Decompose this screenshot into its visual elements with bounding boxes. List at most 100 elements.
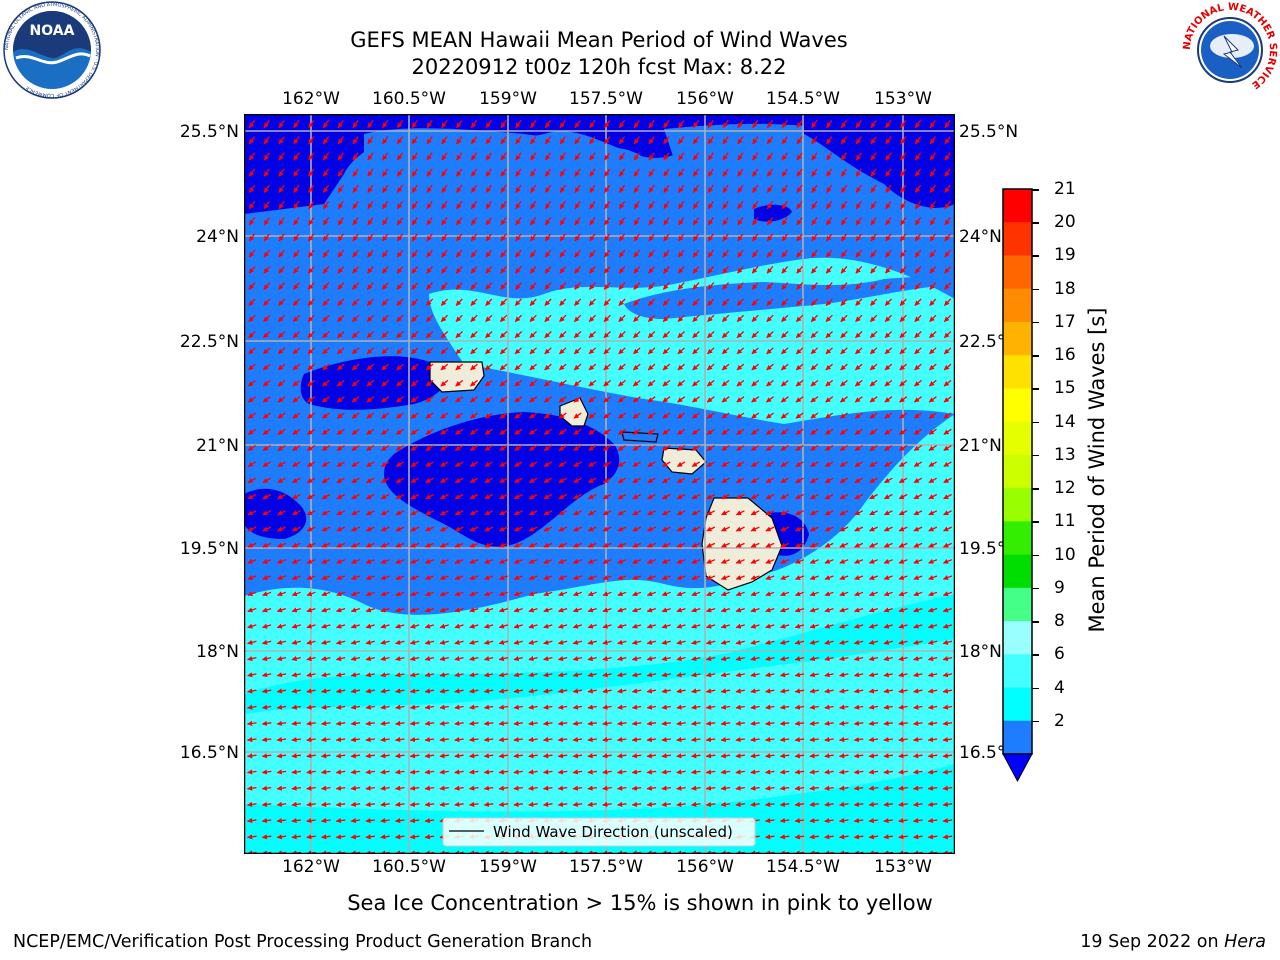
wave-direction-arrow [382, 217, 389, 226]
wave-direction-arrow [456, 184, 463, 193]
wave-direction-arrow [751, 233, 759, 242]
wave-direction-arrow [500, 152, 507, 161]
wave-direction-arrow [352, 233, 359, 242]
wave-direction-arrow [737, 119, 744, 129]
wave-direction-arrow [678, 168, 685, 177]
lon-tick-label: 153°W [874, 857, 932, 877]
wave-direction-arrow [530, 168, 537, 177]
wave-direction-arrow [559, 152, 566, 161]
wave-direction-arrow [544, 168, 552, 177]
wave-direction-arrow [766, 298, 774, 306]
wave-direction-arrow [278, 152, 285, 161]
wave-direction-arrow [574, 119, 581, 129]
wave-direction-arrow [618, 119, 626, 129]
wave-direction-arrow [707, 184, 714, 193]
wave-direction-arrow [766, 200, 774, 210]
wave-direction-arrow [692, 249, 700, 258]
wave-direction-arrow [914, 265, 922, 274]
chart-subtitle: 20220912 t00z 120h fcst Max: 8.22 [411, 55, 787, 79]
wave-direction-arrow [485, 152, 492, 161]
colorbar-segment [1003, 687, 1032, 722]
wave-direction-arrow [944, 152, 951, 161]
wave-direction-arrow [589, 249, 596, 258]
lon-tick-label: 157.5°W [569, 857, 643, 877]
wave-direction-arrow [559, 168, 566, 177]
wave-direction-arrow [707, 136, 714, 145]
wave-direction-arrow [411, 168, 418, 177]
wave-direction-arrow [826, 119, 833, 129]
wave-direction-arrow [352, 119, 359, 129]
lat-tick-label: 19.5°N [179, 539, 239, 559]
wave-direction-arrow [485, 168, 492, 177]
wave-direction-arrow [663, 249, 670, 258]
wave-direction-arrow [396, 282, 404, 290]
wave-direction-arrow [293, 249, 300, 258]
wave-direction-arrow [618, 282, 626, 290]
wave-direction-arrow [825, 298, 833, 306]
wave-direction-arrow [722, 282, 730, 290]
wave-direction-arrow [530, 184, 537, 193]
wave-direction-arrow [278, 249, 285, 258]
colorbar-tick-label: 18 [1054, 278, 1076, 299]
wave-direction-arrow [530, 217, 537, 226]
wave-direction-arrow [515, 119, 522, 129]
wave-direction-arrow [426, 152, 433, 161]
wave-direction-arrow [840, 282, 848, 290]
lon-tick-label: 156°W [676, 857, 734, 877]
wave-direction-arrow [900, 184, 907, 193]
wave-direction-arrow [589, 233, 596, 242]
colorbar-segment [1003, 621, 1032, 655]
wave-direction-arrow [559, 265, 567, 274]
lat-tick-label: 25.5°N [179, 122, 239, 142]
wave-direction-arrow [544, 265, 552, 274]
wave-direction-arrow [455, 298, 463, 306]
wave-direction-arrow [352, 184, 359, 193]
wave-direction-arrow [825, 282, 833, 290]
wave-direction-arrow [811, 184, 818, 193]
wave-direction-arrow [456, 200, 463, 210]
wave-direction-arrow [722, 217, 729, 226]
wave-direction-arrow [337, 282, 345, 290]
wave-direction-arrow [840, 249, 848, 258]
wave-direction-arrow [603, 233, 611, 242]
wave-direction-arrow [870, 265, 877, 274]
wave-direction-arrow [855, 152, 862, 161]
wave-direction-arrow [337, 265, 345, 274]
wave-direction-arrow [352, 136, 359, 145]
colorbar-tick-mark [1032, 720, 1039, 723]
wave-direction-arrow [352, 249, 359, 258]
wave-direction-arrow [559, 184, 566, 193]
wave-direction-arrow [707, 152, 714, 161]
wave-direction-arrow [900, 200, 907, 210]
wave-direction-arrow [870, 233, 877, 242]
wave-direction-arrow [307, 265, 315, 274]
lat-tick-label: 18°N [959, 642, 1002, 662]
wave-direction-arrow [618, 136, 626, 145]
wave-direction-arrow [322, 249, 330, 258]
wave-direction-arrow [307, 282, 315, 290]
wave-direction-arrow [722, 298, 730, 306]
wave-direction-arrow [633, 119, 640, 129]
wave-direction-arrow [544, 184, 552, 193]
wave-direction-arrow [352, 217, 359, 226]
wave-direction-arrow [411, 298, 419, 306]
wave-direction-arrow [308, 200, 315, 210]
wave-direction-arrow [322, 282, 330, 290]
wave-direction-arrow [914, 152, 922, 161]
wave-direction-arrow [796, 152, 803, 161]
wave-direction-arrow [589, 168, 596, 177]
wave-direction-arrow [514, 298, 522, 306]
wave-direction-arrow [648, 249, 655, 258]
wave-direction-arrow [618, 168, 626, 177]
colorbar-tick-mark [1032, 687, 1039, 690]
wave-direction-arrow [515, 152, 522, 161]
wave-direction-arrow [752, 136, 759, 145]
wave-direction-arrow [929, 184, 936, 193]
wave-direction-arrow [441, 168, 448, 177]
wave-direction-arrow [382, 152, 389, 161]
wave-direction-arrow [663, 265, 670, 274]
colorbar-tick-label: 20 [1054, 212, 1076, 233]
wave-direction-arrow [337, 119, 344, 129]
colorbar-tick-label: 4 [1054, 677, 1065, 698]
wave-direction-arrow [574, 249, 581, 258]
